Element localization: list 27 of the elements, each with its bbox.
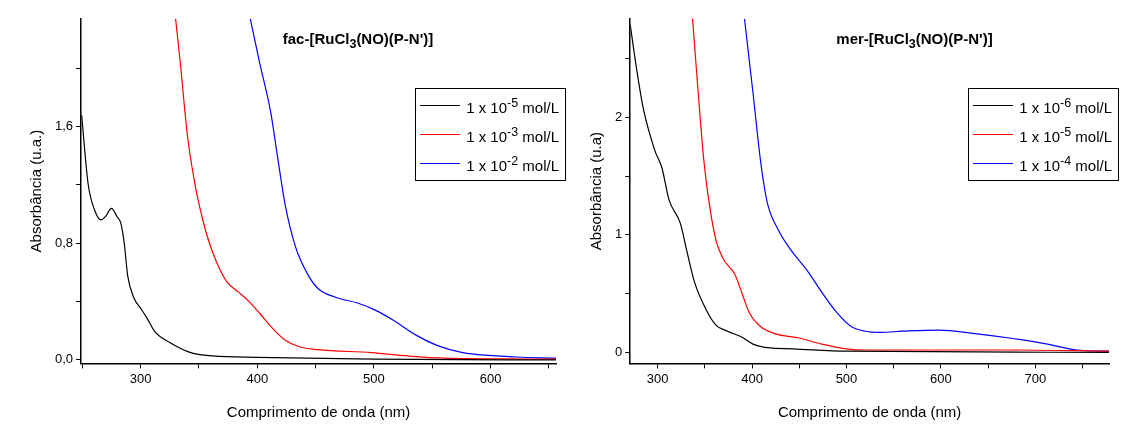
y-tick-label: 0,8 bbox=[54, 234, 74, 250]
text: fac-[RuCl$_{3}$(NO)(P-N')] bbox=[281, 30, 435, 51]
x-tick-label: 600 bbox=[930, 370, 952, 386]
x-tick-label: 500 bbox=[363, 370, 385, 386]
legend-label: 1 x 10$^{-2}$ mol/L bbox=[466, 153, 559, 176]
x-tick-label: 300 bbox=[646, 370, 669, 386]
x-tick-label: 700 bbox=[1024, 370, 1047, 386]
y-tick-label: 0,0 bbox=[54, 351, 74, 367]
y-axis-title: Absorbância (u.a) bbox=[587, 131, 605, 251]
legend-label: 1 x 10$^{-5}$ mol/L bbox=[466, 95, 559, 118]
legend-label: 1 x 10$^{-6}$ mol/L bbox=[1019, 95, 1112, 118]
y-axis-title: Absorbância (u.a.) bbox=[27, 129, 45, 253]
x-axis-title: Comprimento de onda (nm) bbox=[226, 403, 411, 421]
x-axis-title: Comprimento de onda (nm) bbox=[777, 403, 962, 421]
y-tick-label: 1,6 bbox=[54, 118, 74, 134]
y-tick-label: 0 bbox=[615, 343, 623, 359]
x-tick-label: 400 bbox=[246, 370, 269, 386]
y-tick-label: 2 bbox=[615, 109, 623, 125]
y-tick-label: 1 bbox=[615, 226, 623, 242]
legend-label: 1 x 10$^{-3}$ mol/L bbox=[466, 124, 559, 147]
legend-label: 1 x 10$^{-4}$ mol/L bbox=[1019, 153, 1112, 176]
text: mer-[RuCl$_{3}$(NO)(P-N')] bbox=[835, 30, 994, 51]
x-tick-label: 500 bbox=[835, 370, 858, 386]
x-tick-label: 600 bbox=[479, 370, 502, 386]
legend-label: 1 x 10$^{-5}$ mol/L bbox=[1019, 124, 1112, 147]
x-tick-label: 400 bbox=[741, 370, 763, 386]
x-tick-label: 300 bbox=[129, 370, 152, 386]
